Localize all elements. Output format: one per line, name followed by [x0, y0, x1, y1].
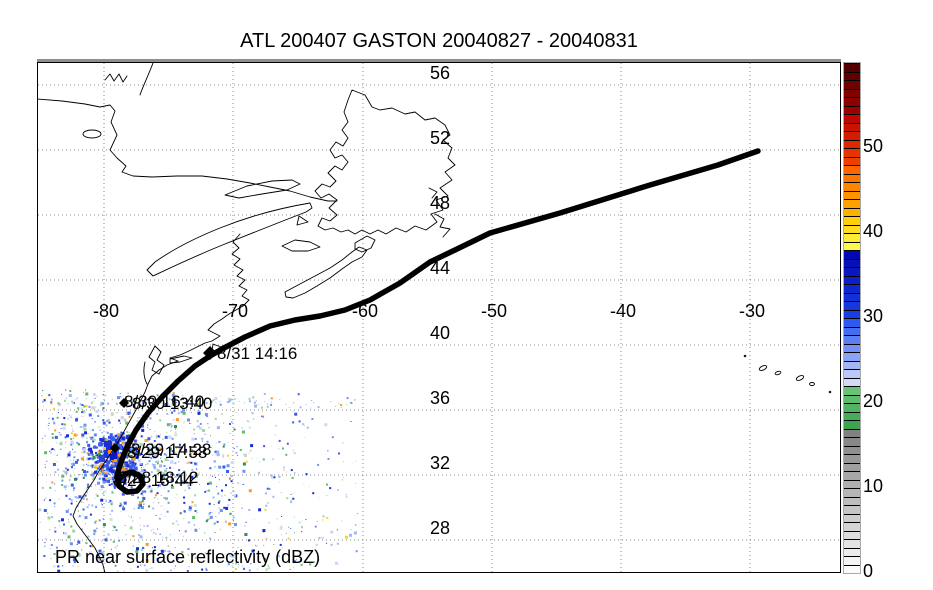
- colorbar-cell: [844, 505, 860, 514]
- colorbar-cell: [844, 377, 860, 386]
- lat-tick-label: 40: [429, 323, 451, 343]
- colorbar-cell: [844, 564, 860, 573]
- colorbar-cell: [844, 258, 860, 267]
- colorbar-cell: [844, 122, 860, 131]
- map-frame: [37, 62, 841, 573]
- colorbar-cell: [844, 403, 860, 412]
- colorbar-cell: [844, 80, 860, 89]
- colorbar-cell: [844, 326, 860, 335]
- lon-tick-label: -60: [351, 301, 378, 321]
- colorbar-cell: [844, 267, 860, 276]
- colorbar-cell: [844, 394, 860, 403]
- colorbar-cell: [844, 318, 860, 327]
- colorbar-cell: [844, 250, 860, 259]
- colorbar-cell: [844, 496, 860, 505]
- colorbar-cell: [844, 63, 860, 72]
- colorbar-cell: [844, 216, 860, 225]
- colorbar-cell: [844, 88, 860, 97]
- colorbar-cell: [844, 182, 860, 191]
- colorbar-cell: [844, 207, 860, 216]
- colorbar-cell: [844, 71, 860, 80]
- colorbar-cell: [844, 471, 860, 480]
- colorbar-cell: [844, 437, 860, 446]
- colorbar-cell: [844, 114, 860, 123]
- track-time-label: 8/27 15:44: [113, 471, 194, 490]
- colorbar-cell: [844, 139, 860, 148]
- colorbar-cell: [844, 445, 860, 454]
- track-time-label: 8/29 14:28: [131, 440, 212, 459]
- colorbar-cell: [844, 335, 860, 344]
- colorbar-cell: [844, 105, 860, 114]
- map-caption: PR near surface reflectivity (dBZ): [55, 547, 321, 567]
- colorbar-tick-label: 10: [863, 476, 884, 496]
- colorbar-cell: [844, 190, 860, 199]
- track-time-label: 8/30 16:40: [124, 392, 205, 411]
- lat-tick-label: 44: [429, 258, 451, 278]
- colorbar-cell: [844, 369, 860, 378]
- colorbar-tick-label: 50: [863, 136, 884, 156]
- lon-tick-label: -80: [92, 301, 119, 321]
- colorbar-cell: [844, 131, 860, 140]
- colorbar-cell: [844, 275, 860, 284]
- lat-tick-label: 36: [429, 388, 451, 408]
- colorbar-cell: [844, 462, 860, 471]
- reflectivity-colorbar: [843, 62, 861, 574]
- page-title: ATL 200407 GASTON 20040827 - 20040831: [240, 30, 638, 52]
- colorbar-cell: [844, 309, 860, 318]
- colorbar-cell: [844, 292, 860, 301]
- colorbar-cell: [844, 301, 860, 310]
- colorbar-tick-label: 40: [863, 221, 884, 241]
- colorbar-tick-label: 30: [863, 306, 884, 326]
- lon-tick-label: -70: [221, 301, 248, 321]
- track-time-label: 8/28 18:12: [118, 468, 199, 487]
- colorbar-cell: [844, 556, 860, 565]
- colorbar-cell: [844, 173, 860, 182]
- colorbar-cell: [844, 428, 860, 437]
- colorbar-cell: [844, 233, 860, 242]
- colorbar-cell: [844, 530, 860, 539]
- colorbar-cell: [844, 522, 860, 531]
- colorbar-cell: [844, 343, 860, 352]
- colorbar-cell: [844, 97, 860, 106]
- lon-tick-label: -50: [480, 301, 507, 321]
- colorbar-cell: [844, 386, 860, 395]
- colorbar-cell: [844, 539, 860, 548]
- colorbar-cell: [844, 479, 860, 488]
- map-frame-top-edge: [37, 59, 841, 63]
- colorbar-cell: [844, 199, 860, 208]
- colorbar-tick-label: 20: [863, 391, 884, 411]
- colorbar-cell: [844, 513, 860, 522]
- colorbar-cell: [844, 411, 860, 420]
- colorbar-cell: [844, 454, 860, 463]
- lat-tick-label: 32: [429, 453, 451, 473]
- lon-tick-label: -40: [609, 301, 636, 321]
- track-time-label: 8/31 14:16: [217, 344, 298, 363]
- lat-tick-label: 52: [429, 128, 451, 148]
- colorbar-cell: [844, 148, 860, 157]
- lat-tick-label: 48: [429, 193, 451, 213]
- colorbar-cell: [844, 352, 860, 361]
- colorbar-cell: [844, 156, 860, 165]
- colorbar-cell: [844, 284, 860, 293]
- track-time-label: 8/30 13:40: [132, 394, 213, 413]
- colorbar-cell: [844, 488, 860, 497]
- colorbar-cell: [844, 224, 860, 233]
- lat-tick-label: 56: [429, 63, 451, 83]
- colorbar-cell: [844, 360, 860, 369]
- colorbar-cell: [844, 241, 860, 250]
- colorbar-cell: [844, 547, 860, 556]
- colorbar-cell: [844, 420, 860, 429]
- lon-tick-label: -30: [738, 301, 765, 321]
- lat-tick-label: 28: [429, 518, 451, 538]
- colorbar-cell: [844, 165, 860, 174]
- track-time-label: 8/29 17:58: [127, 443, 208, 462]
- colorbar-tick-label: 0: [863, 561, 874, 581]
